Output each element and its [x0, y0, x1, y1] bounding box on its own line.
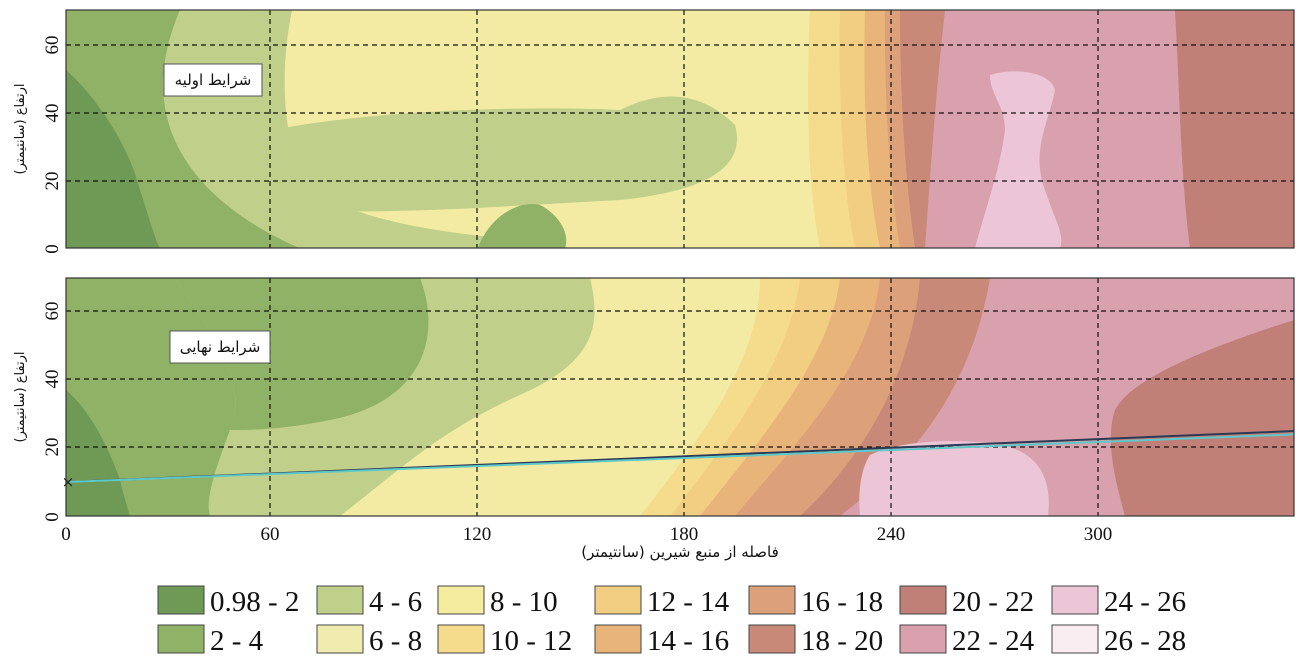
y-tick-label: 20: [42, 438, 63, 457]
legend-swatch: [157, 624, 205, 654]
bottom-grid: [66, 278, 1294, 516]
x-axis-label: فاصله از منبع شیرین (سانتیمتر): [581, 543, 779, 561]
legend-label: 4 - 6: [369, 586, 422, 618]
legend-label: 6 - 8: [369, 625, 422, 656]
heat-band: [859, 441, 1049, 516]
top-panel: شرایط اولیه 0 20 40 60 ارتفاع (سانتیمتر): [13, 9, 1295, 254]
heat-band: [975, 71, 1062, 248]
y-tick-label: 40: [42, 370, 63, 389]
y-tick-label: 0: [42, 512, 63, 522]
x-tick-label: 180: [670, 524, 699, 545]
x-ticks: 0 60 120 180 240 300: [61, 524, 1112, 545]
bottom-panel: × شرایط نهایی 0 20 40 60 ارتفاع (سانتیمت…: [13, 277, 1295, 561]
heat-band: [66, 70, 160, 248]
legend-swatch: [748, 585, 796, 615]
y-tick-label: 60: [42, 302, 63, 321]
top-label-box: شرایط اولیه: [163, 63, 263, 97]
heat-band: [200, 96, 738, 212]
heat-band: [175, 278, 429, 430]
bottom-yticks: 0 20 40 60: [42, 302, 63, 522]
bottom-y-axis-label: ارتفاع (سانتیمتر): [13, 351, 28, 442]
top-yticks: 0 20 40 60: [42, 36, 63, 254]
bottom-heatmap: [66, 278, 1294, 516]
legend-label: 20 - 22: [952, 586, 1034, 618]
legend-swatch: [1051, 624, 1099, 654]
heat-band: [66, 390, 130, 516]
top-panel-label: شرایط اولیه: [175, 71, 252, 89]
top-frame: [65, 9, 1295, 249]
top-grid: [66, 10, 1294, 248]
legend-label: 18 - 20: [801, 625, 883, 656]
bottom-panel-label: شرایط نهایی: [180, 338, 261, 356]
legend-label: 0.98 - 2: [210, 586, 299, 618]
top-heatmap: [66, 10, 1294, 248]
legend-swatch: [899, 624, 947, 654]
y-tick-label: 0: [42, 244, 63, 254]
y-tick-label: 60: [42, 36, 63, 55]
legend-swatch: [316, 585, 364, 615]
x-tick-label: 240: [877, 524, 906, 545]
x-tick-label: 0: [61, 524, 71, 545]
bottom-frame: [65, 277, 1295, 517]
legend-label: 24 - 26: [1104, 586, 1186, 618]
legend-swatch: [437, 624, 485, 654]
legend-label: 22 - 24: [952, 625, 1035, 656]
x-tick-label: 120: [463, 524, 492, 545]
source-marker: ×: [62, 473, 75, 491]
heat-band: [478, 204, 567, 248]
legend-label: 10 - 12: [490, 625, 572, 656]
legend-label: 8 - 10: [490, 586, 558, 618]
legend-label: 16 - 18: [801, 586, 883, 618]
legend-label: 12 - 14: [647, 586, 730, 618]
legend-swatch: [437, 585, 485, 615]
y-tick-label: 40: [42, 104, 63, 123]
legend-label: 26 - 28: [1104, 625, 1186, 656]
legend-swatch: [899, 585, 947, 615]
bottom-label-box: شرایط نهایی: [169, 330, 271, 364]
legend: 0.98 - 2 4 - 6 8 - 10 12 - 14 16 - 18 20…: [157, 585, 1186, 656]
legend-label: 14 - 16: [647, 625, 729, 656]
legend-swatch: [316, 624, 364, 654]
legend-swatch: [594, 585, 642, 615]
heat-band: [925, 10, 1190, 248]
legend-swatch: [157, 585, 205, 615]
heat-band: [1110, 320, 1294, 516]
legend-swatch: [1051, 585, 1099, 615]
legend-label: 2 - 4: [210, 625, 264, 656]
legend-swatch: [748, 624, 796, 654]
x-tick-label: 300: [1084, 524, 1113, 545]
y-tick-label: 20: [42, 172, 63, 191]
top-y-axis-label: ارتفاع (سانتیمتر): [13, 83, 28, 174]
interface-line-cyan: [66, 433, 1294, 483]
x-tick-label: 60: [261, 524, 280, 545]
legend-swatch: [594, 624, 642, 654]
heat-band: [1175, 10, 1294, 248]
